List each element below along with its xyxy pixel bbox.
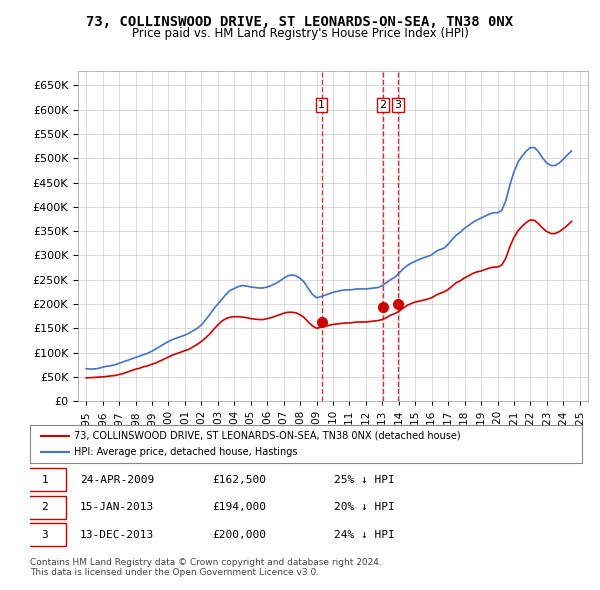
Text: £200,000: £200,000 <box>212 530 266 540</box>
Text: 1: 1 <box>318 100 325 110</box>
Text: 3: 3 <box>41 530 48 540</box>
Text: 24-APR-2009: 24-APR-2009 <box>80 475 154 485</box>
FancyBboxPatch shape <box>25 523 66 546</box>
Text: Contains HM Land Registry data © Crown copyright and database right 2024.
This d: Contains HM Land Registry data © Crown c… <box>30 558 382 577</box>
Text: 3: 3 <box>395 100 401 110</box>
Text: 24% ↓ HPI: 24% ↓ HPI <box>334 530 394 540</box>
FancyBboxPatch shape <box>25 468 66 491</box>
Text: 73, COLLINSWOOD DRIVE, ST LEONARDS-ON-SEA, TN38 0NX (detached house): 73, COLLINSWOOD DRIVE, ST LEONARDS-ON-SE… <box>74 431 461 441</box>
FancyBboxPatch shape <box>30 425 582 463</box>
Text: £162,500: £162,500 <box>212 475 266 485</box>
Text: 13-DEC-2013: 13-DEC-2013 <box>80 530 154 540</box>
FancyBboxPatch shape <box>25 496 66 519</box>
Text: 25% ↓ HPI: 25% ↓ HPI <box>334 475 394 485</box>
Text: 2: 2 <box>41 503 48 512</box>
Text: 15-JAN-2013: 15-JAN-2013 <box>80 503 154 512</box>
Text: HPI: Average price, detached house, Hastings: HPI: Average price, detached house, Hast… <box>74 447 298 457</box>
Text: 20% ↓ HPI: 20% ↓ HPI <box>334 503 394 512</box>
Text: 2: 2 <box>379 100 386 110</box>
Text: 73, COLLINSWOOD DRIVE, ST LEONARDS-ON-SEA, TN38 0NX: 73, COLLINSWOOD DRIVE, ST LEONARDS-ON-SE… <box>86 15 514 29</box>
Text: 1: 1 <box>41 475 48 485</box>
Text: £194,000: £194,000 <box>212 503 266 512</box>
Text: Price paid vs. HM Land Registry's House Price Index (HPI): Price paid vs. HM Land Registry's House … <box>131 27 469 40</box>
